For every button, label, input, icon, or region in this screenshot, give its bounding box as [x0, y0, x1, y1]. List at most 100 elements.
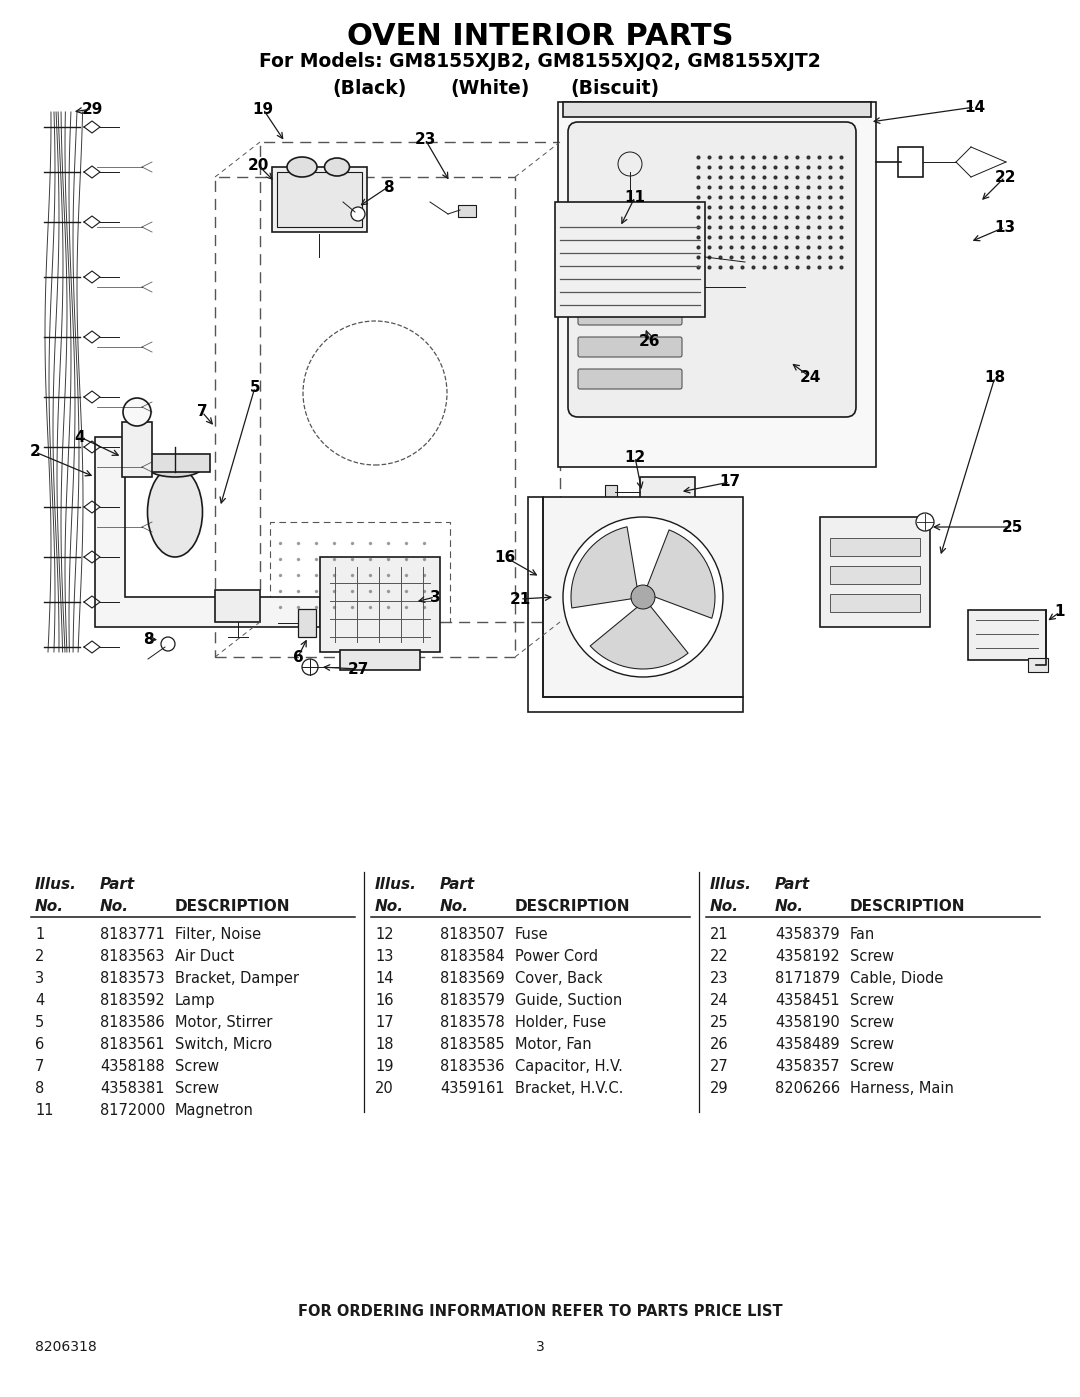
Bar: [831, 594, 920, 612]
Text: Filter, Noise: Filter, Noise: [175, 926, 261, 942]
Text: Illus.: Illus.: [35, 877, 77, 893]
Text: Screw: Screw: [850, 949, 894, 964]
Text: 8183586: 8183586: [100, 1014, 164, 1030]
Bar: [555, 203, 705, 317]
Text: 8: 8: [35, 1081, 44, 1095]
Text: 4358188: 4358188: [100, 1059, 164, 1074]
Text: 8: 8: [382, 179, 393, 194]
Text: 4358190: 4358190: [775, 1014, 840, 1030]
Bar: [340, 650, 420, 671]
Text: 13: 13: [995, 219, 1015, 235]
Text: 16: 16: [495, 549, 515, 564]
Text: 4358451: 4358451: [775, 993, 839, 1007]
Text: No.: No.: [710, 900, 739, 914]
Text: 4358357: 4358357: [775, 1059, 839, 1074]
Circle shape: [563, 517, 723, 678]
Text: No.: No.: [375, 900, 404, 914]
Text: Fuse: Fuse: [515, 926, 549, 942]
Text: 8183578: 8183578: [440, 1014, 504, 1030]
Bar: [272, 168, 367, 232]
Polygon shape: [95, 437, 320, 627]
Text: 4359161: 4359161: [440, 1081, 504, 1095]
Ellipse shape: [324, 158, 350, 176]
Bar: [605, 485, 617, 499]
Polygon shape: [647, 529, 715, 619]
Text: Air Duct: Air Duct: [175, 949, 234, 964]
Text: Motor, Fan: Motor, Fan: [515, 1037, 592, 1052]
Text: Screw: Screw: [850, 993, 894, 1007]
Bar: [276, 172, 362, 226]
Text: 7: 7: [197, 405, 207, 419]
Circle shape: [123, 398, 151, 426]
Text: 21: 21: [710, 926, 729, 942]
Text: 17: 17: [375, 1014, 393, 1030]
Text: 3: 3: [35, 971, 44, 986]
Text: Part: Part: [775, 877, 810, 893]
Text: 3: 3: [430, 590, 441, 605]
Text: 8183573: 8183573: [100, 971, 164, 986]
Bar: [215, 177, 515, 657]
Circle shape: [161, 637, 175, 651]
Bar: [18, 872, 1062, 1322]
Text: Screw: Screw: [850, 1037, 894, 1052]
Text: 1: 1: [35, 926, 44, 942]
Bar: [458, 205, 476, 217]
Bar: [897, 147, 923, 177]
Text: 8183592: 8183592: [100, 993, 165, 1007]
Text: Bracket, Damper: Bracket, Damper: [175, 971, 299, 986]
Circle shape: [351, 207, 365, 221]
Text: 4358381: 4358381: [100, 1081, 164, 1095]
Text: Lamp: Lamp: [175, 993, 216, 1007]
Text: Holder, Fuse: Holder, Fuse: [515, 1014, 606, 1030]
Bar: [820, 517, 930, 627]
Text: 27: 27: [710, 1059, 729, 1074]
Text: 7: 7: [35, 1059, 44, 1074]
FancyBboxPatch shape: [578, 337, 681, 358]
Circle shape: [631, 585, 654, 609]
Text: FOR ORDERING INFORMATION REFER TO PARTS PRICE LIST: FOR ORDERING INFORMATION REFER TO PARTS …: [298, 1305, 782, 1320]
Text: 8172000: 8172000: [100, 1102, 165, 1118]
Text: 8183507: 8183507: [440, 926, 504, 942]
Text: No.: No.: [100, 900, 129, 914]
Bar: [1028, 658, 1048, 672]
Text: 29: 29: [710, 1081, 729, 1095]
Text: Screw: Screw: [175, 1081, 219, 1095]
Text: 4: 4: [75, 429, 85, 444]
Text: 25: 25: [1001, 520, 1023, 535]
Ellipse shape: [148, 457, 203, 476]
Text: Screw: Screw: [175, 1059, 219, 1074]
Text: (Biscuit): (Biscuit): [570, 80, 660, 98]
Text: Motor, Stirrer: Motor, Stirrer: [175, 1014, 272, 1030]
Text: Illus.: Illus.: [375, 877, 417, 893]
Text: Screw: Screw: [850, 1014, 894, 1030]
Text: (White): (White): [450, 80, 529, 98]
FancyBboxPatch shape: [578, 272, 681, 293]
Bar: [298, 609, 316, 637]
Text: Magnetron: Magnetron: [175, 1102, 254, 1118]
Circle shape: [302, 659, 318, 675]
FancyBboxPatch shape: [578, 369, 681, 388]
Text: Bracket, H.V.C.: Bracket, H.V.C.: [515, 1081, 623, 1095]
Text: 2: 2: [35, 949, 44, 964]
Text: 26: 26: [639, 334, 661, 349]
Text: 4358192: 4358192: [775, 949, 840, 964]
Bar: [122, 422, 152, 476]
Text: 14: 14: [964, 99, 986, 115]
Bar: [558, 102, 876, 467]
Text: 6: 6: [35, 1037, 44, 1052]
Text: 23: 23: [415, 131, 435, 147]
Text: 20: 20: [247, 158, 269, 172]
Text: DESCRIPTION: DESCRIPTION: [175, 900, 291, 914]
Text: Illus.: Illus.: [710, 877, 752, 893]
Text: Switch, Micro: Switch, Micro: [175, 1037, 272, 1052]
Text: 22: 22: [995, 169, 1016, 184]
Text: 8: 8: [143, 631, 153, 647]
Text: 8183771: 8183771: [100, 926, 165, 942]
Text: 8183585: 8183585: [440, 1037, 504, 1052]
Text: 19: 19: [375, 1059, 393, 1074]
Text: 6: 6: [293, 650, 303, 665]
Text: 12: 12: [375, 926, 393, 942]
Text: 4358489: 4358489: [775, 1037, 839, 1052]
Text: 5: 5: [35, 1014, 44, 1030]
Polygon shape: [590, 606, 688, 669]
